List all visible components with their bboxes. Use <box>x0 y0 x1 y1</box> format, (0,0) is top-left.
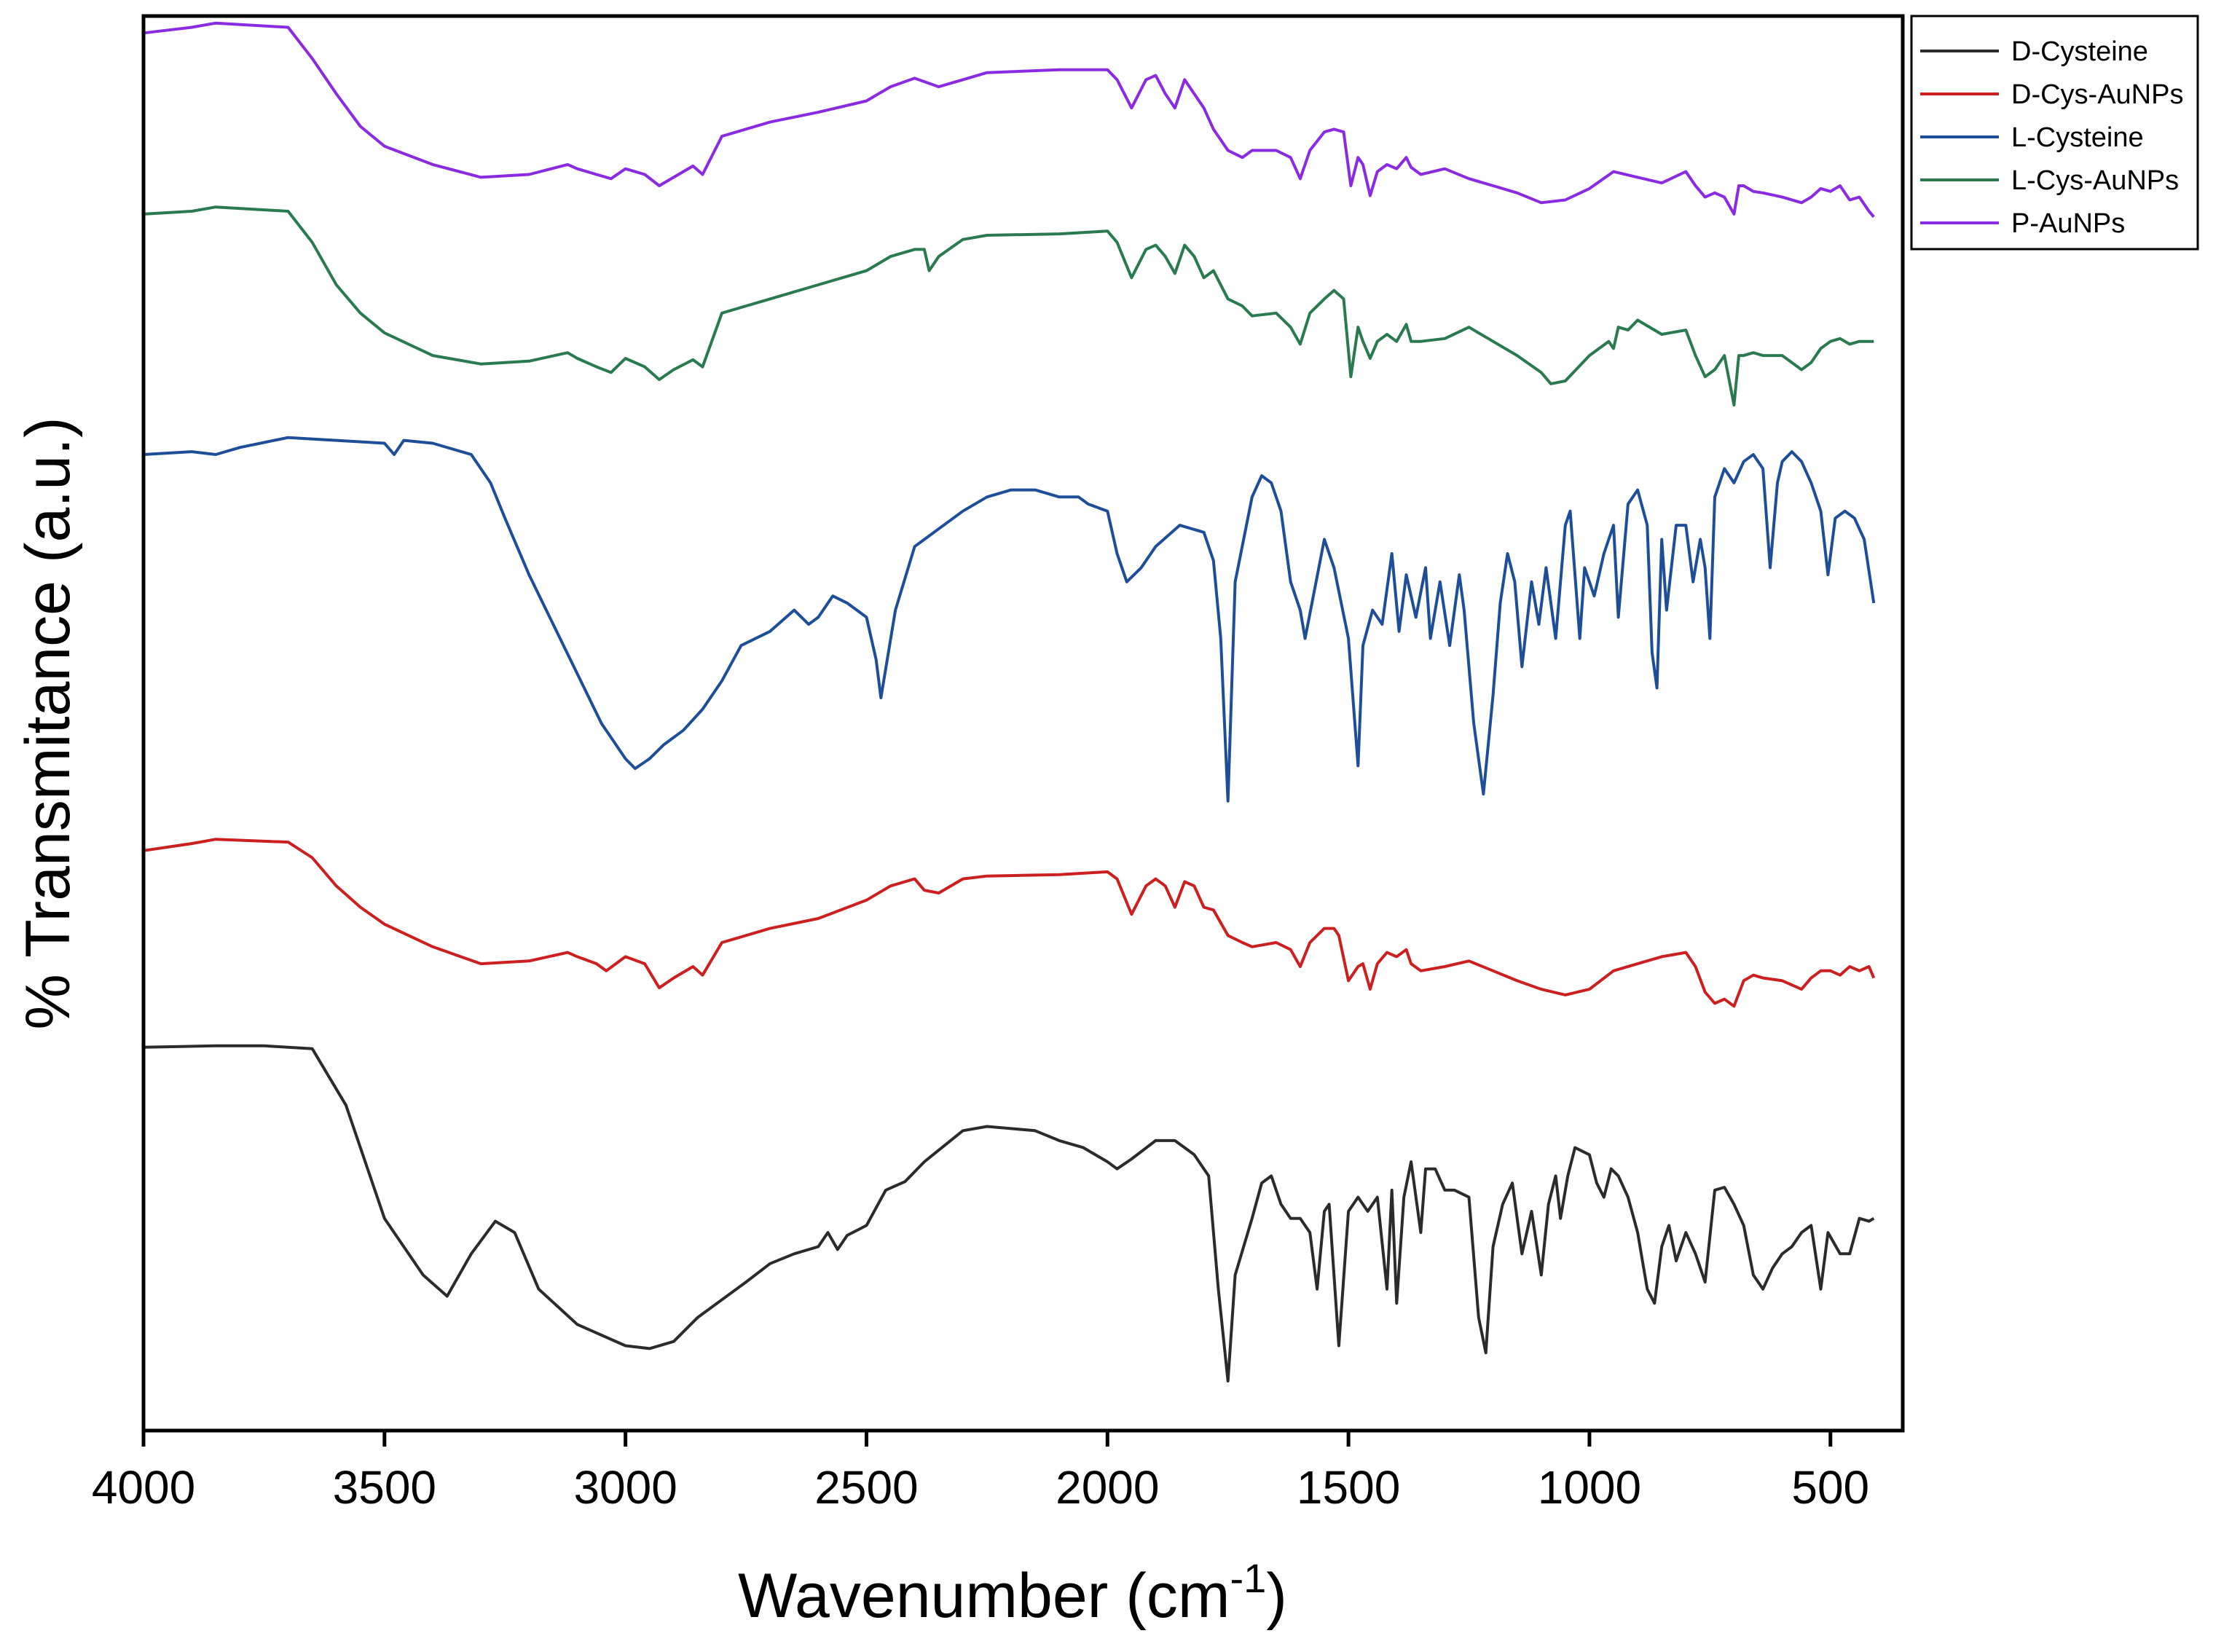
x-axis-title-close: ) <box>1266 1561 1287 1631</box>
plot-frame <box>141 14 1905 1433</box>
x-tick-label: 3500 <box>333 1461 436 1514</box>
series-line-d-cysteine <box>143 1044 1875 1382</box>
legend: D-Cysteine D-Cys-AuNPs L-Cysteine L-Cys-AuN… <box>1910 15 2199 251</box>
legend-label-d-cysteine: D-Cysteine <box>2011 36 2148 67</box>
legend-label-l-cys-aunps: L-Cys-AuNPs <box>2011 165 2179 196</box>
x-tick-label: 3000 <box>573 1461 677 1514</box>
series-line-l-cysteine <box>143 436 1876 803</box>
x-axis-title-superscript: -1 <box>1230 1555 1266 1601</box>
series-layer <box>143 21 1876 1382</box>
series-line-l-cys-aunps <box>143 205 1874 406</box>
x-tick-label: 1500 <box>1297 1461 1400 1514</box>
x-tick-label: 1000 <box>1538 1461 1641 1514</box>
x-tick-label: 2000 <box>1056 1461 1159 1514</box>
x-tick-label: 2500 <box>814 1461 918 1514</box>
legend-label-d-cys-aunps: D-Cys-AuNPs <box>2011 79 2183 110</box>
x-axis-title-main: Wavenumber (cm <box>738 1561 1230 1631</box>
x-tick-label: 500 <box>1791 1461 1869 1514</box>
series-line-p-aunps <box>143 21 1875 219</box>
x-tick-label: 4000 <box>92 1461 195 1514</box>
y-axis-title: % Transmitance (a.u.) <box>13 417 83 1029</box>
legend-entries: D-Cysteine D-Cys-AuNPs L-Cysteine L-Cys-AuN… <box>1920 36 2183 239</box>
series-line-d-cys-aunps <box>143 838 1876 1008</box>
legend-label-p-aunps: P-AuNPs <box>2011 208 2125 239</box>
legend-label-l-cysteine: L-Cysteine <box>2011 122 2144 153</box>
x-axis-ticks: 4000 3500 3000 2500 2000 1500 1000 500 <box>92 1431 1869 1514</box>
x-axis-title: Wavenumber (cm-1) <box>738 1555 1287 1631</box>
legend-box <box>1910 15 2199 251</box>
